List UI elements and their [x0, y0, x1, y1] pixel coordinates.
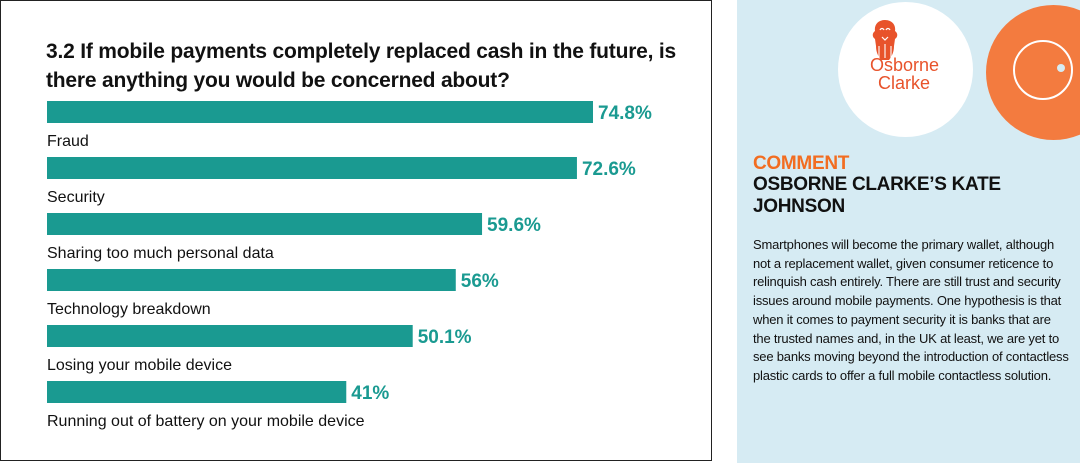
comment-body: Smartphones will become the primary wall… [753, 237, 1069, 383]
category-label-4: Technology breakdown [47, 301, 211, 318]
decorative-dot [1057, 64, 1065, 72]
logo-text-line2: Clarke [878, 73, 931, 93]
bar-1 [47, 101, 593, 123]
category-label-2: Security [47, 189, 105, 206]
logo: Osborne Clarke [838, 2, 973, 137]
comment-author: OSBORNE CLARKE’S KATE JOHNSON [753, 174, 1001, 217]
bar-value-label-6: 41% [351, 383, 389, 404]
bar-value-label-2: 72.6% [582, 159, 636, 180]
chart-title: 3.2 If mobile payments completely replac… [46, 40, 677, 92]
bar-value-label-1: 74.8% [598, 103, 652, 124]
comment-sidebar: Osborne Clarke COMMENT OSBORNE CLARKE’S … [737, 0, 1080, 463]
category-label-6: Running out of battery on your mobile de… [47, 413, 365, 430]
bar-4 [47, 269, 456, 291]
category-label-5: Losing your mobile device [47, 357, 232, 374]
comment-label: COMMENT [753, 153, 850, 174]
bar-chart: 74.8% Fraud 72.6% Security 59.6% Sharing too … [47, 101, 652, 430]
bar-6 [47, 381, 347, 403]
bar-value-label-4: 56% [461, 271, 499, 292]
bar-3 [47, 213, 483, 235]
decorative-ring [1013, 40, 1073, 100]
bar-value-label-5: 50.1% [418, 327, 472, 348]
bar-2 [47, 157, 577, 179]
chart-panel: 3.2 If mobile payments completely replac… [0, 0, 712, 461]
logo-text-line1: Osborne [870, 55, 940, 75]
category-label-3: Sharing too much personal data [47, 245, 274, 262]
lion-icon [872, 20, 898, 60]
bar-value-label-3: 59.6% [487, 215, 541, 236]
category-label-1: Fraud [47, 133, 89, 150]
bar-5 [47, 325, 413, 347]
